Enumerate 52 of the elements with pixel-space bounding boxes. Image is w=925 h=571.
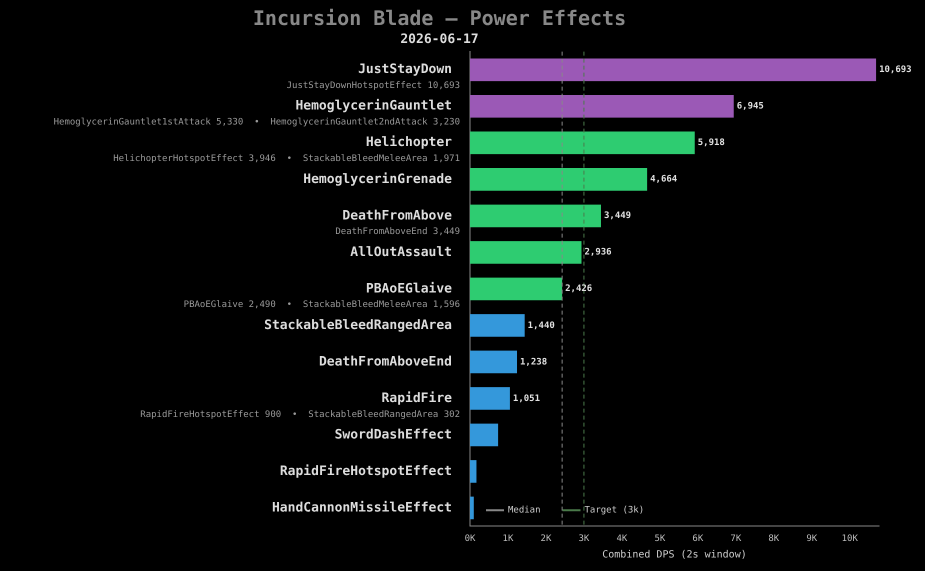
x-tick-label: 3K: [578, 534, 590, 544]
bar: [470, 278, 562, 300]
x-tick-label: 5K: [654, 534, 666, 544]
category-label: PBAoEGlaive PBAoEGlaive 2,490 • StackableBleedMeleeArea 1,596: [184, 281, 460, 310]
y-tick-label: SwordDashEffect: [334, 427, 452, 442]
x-tick-label: 4K: [616, 534, 628, 544]
bar: [470, 350, 518, 374]
bar: [470, 314, 525, 337]
ref-line-label: Median: [508, 506, 541, 516]
x-tick-label: 1K: [502, 534, 514, 544]
category-label: RapidFire RapidFireHotspotEffect 900 • StackableBleedRangedArea 302: [140, 390, 460, 420]
x-tick-label: 9K: [806, 534, 818, 544]
bar: [470, 95, 734, 118]
bar: [470, 387, 510, 410]
data-label: 6,945: [736, 102, 764, 112]
x-tick-label: 7K: [730, 534, 742, 544]
data-label: 1,440: [528, 320, 555, 331]
x-tick-label: 10K: [842, 534, 858, 544]
chart-title: Incursion Blade — Power Effects: [252, 6, 626, 30]
category-label: DeathFromAbove DeathFromAboveEnd 3,449: [335, 208, 460, 238]
data-label: 3,449: [604, 211, 632, 222]
data-label: 10,693: [879, 65, 912, 76]
y-tick-label: AllOutAssault: [350, 244, 452, 260]
x-axis-title: Combined DPS (2s window): [602, 550, 747, 561]
bar: [470, 460, 476, 483]
bar: [470, 132, 695, 154]
data-label: 1,051: [512, 394, 540, 404]
ref-line-label: Target (3k): [584, 506, 644, 516]
data-label: 5,918: [698, 138, 725, 148]
x-tick-label: 6K: [692, 534, 704, 544]
y-tick-label: RapidFireHotspotEffect: [280, 464, 452, 479]
data-label: 1,238: [520, 357, 548, 368]
y-tick-label: HemoglycerinGrenade: [303, 172, 452, 187]
x-tick-label: 0K: [464, 534, 476, 544]
bar: [470, 168, 648, 191]
y-tick-label: DeathFromAboveEnd: [318, 354, 452, 370]
y-tick-label: HandCannonMissileEffect: [272, 500, 452, 516]
bar: [470, 424, 498, 446]
bar: [470, 241, 582, 264]
data-label: 2,426: [565, 284, 592, 294]
category-label: HemoglycerinGauntlet HemoglycerinGauntlet1stAttack 5,330 • HemoglycerinGauntlet2ndAttack 3,230: [54, 98, 460, 128]
chart-subtitle: 2026-06-17: [400, 32, 479, 48]
category-label: Helichopter HelichopterHotspotEffect 3,946 • StackableBleedMeleeArea 1,971: [113, 135, 460, 164]
category-label: JustStayDown JustStayDownHotspotEffect 10,693: [286, 62, 460, 92]
data-label: 4,664: [650, 174, 678, 185]
x-tick-label: 2K: [540, 534, 552, 544]
bar: [470, 204, 601, 228]
y-tick-label: StackableBleedRangedArea: [264, 318, 452, 333]
data-label: 2,936: [584, 248, 612, 258]
bar: [470, 496, 474, 520]
x-tick-label: 8K: [768, 534, 780, 544]
bar: [470, 58, 876, 82]
